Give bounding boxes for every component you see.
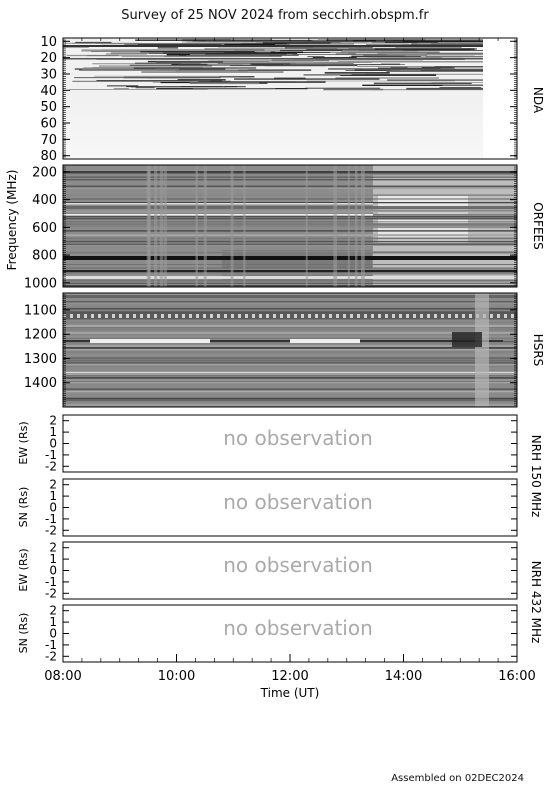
orfees-panel: 200 400 600 800 1000 ORFEES <box>24 164 545 291</box>
nrh-panel-3 <box>62 541 518 600</box>
nrh-y-tick-label: -2 <box>45 586 57 600</box>
nda-no-data-region <box>483 38 517 159</box>
y-tick-label: 20 <box>40 51 57 66</box>
nrh-432-label: NRH 432 MHz <box>529 561 543 644</box>
nrh-y-tick-label: 0 <box>49 627 57 641</box>
nrh-y-tick-label: -2 <box>45 649 57 663</box>
orfees-label: ORFEES <box>531 202 545 249</box>
y-tick-label: 800 <box>32 249 57 264</box>
hsrs-y-ticks: 1100 1200 1300 1400 <box>24 292 517 408</box>
x-tick-label: 12:00 <box>271 669 308 684</box>
nrh-y-tick-label: -1 <box>45 638 57 652</box>
x-tick-label: 16:00 <box>498 669 535 684</box>
nrh-ylabel-3: EW (Rs) <box>17 548 30 591</box>
nrh-panel-1 <box>62 414 518 473</box>
no-observation-text-2: no observation <box>223 490 373 514</box>
nrh-y-tick-label: 2 <box>49 478 57 492</box>
assembly-footer: Assembled on 02DEC2024 <box>391 773 524 784</box>
nrh-ylabel-4: SN (Rs) <box>17 613 30 654</box>
orfees-bright-burst <box>378 195 468 245</box>
nrh-y-tick-label: 1 <box>49 552 57 566</box>
no-observation-text-3: no observation <box>223 553 373 577</box>
y-tick-label: 1200 <box>24 328 57 343</box>
nrh-y-tick-label: 1 <box>49 425 57 439</box>
y-tick-label: 40 <box>40 84 57 99</box>
y-tick-label: 60 <box>40 117 57 132</box>
nrh-y-tick-label: 2 <box>49 541 57 555</box>
nrh-y-tick-label: -1 <box>45 575 57 589</box>
nrh-y-tick-label: -1 <box>45 448 57 462</box>
y-tick-label: 1000 <box>24 276 57 291</box>
y-tick-label: 80 <box>40 149 57 164</box>
nrh-y-tick-label: 2 <box>49 414 57 428</box>
y-tick-label: 1300 <box>24 352 57 367</box>
no-observation-text-1: no observation <box>223 426 373 450</box>
x-tick-label: 08:00 <box>44 669 81 684</box>
y-tick-label: 600 <box>32 221 57 236</box>
nrh-y-tick-label: 0 <box>49 564 57 578</box>
nrh-y-tick-label: 0 <box>49 437 57 451</box>
orfees-mid-block <box>222 250 372 280</box>
y-tick-label: 30 <box>40 67 57 82</box>
y-tick-label: 50 <box>40 100 57 115</box>
frequency-axis-label: Frequency (MHz) <box>5 170 19 271</box>
x-tick-label: 14:00 <box>385 669 422 684</box>
nrh-ylabel-2: SN (Rs) <box>17 487 30 528</box>
nrh-panels: no observation no observation no observa… <box>17 414 543 664</box>
nda-label: NDA <box>531 87 545 114</box>
no-observation-text-4: no observation <box>223 616 373 640</box>
nrh-y-tick-label: 1 <box>49 615 57 629</box>
orfees-y-ticks: 200 400 600 800 1000 <box>24 164 517 291</box>
nrh-y-tick-label: -2 <box>45 523 57 537</box>
nrh-y-tick-label: -2 <box>45 459 57 473</box>
hsrs-panel: 1100 1200 1300 1400 HSRS <box>24 292 545 408</box>
x-tick-label: 10:00 <box>158 669 195 684</box>
hsrs-spectrum <box>63 293 517 407</box>
time-axis: 08:00 10:00 12:00 14:00 16:00 <box>44 38 536 684</box>
y-tick-label: 200 <box>32 165 57 180</box>
nrh-ylabel-1: EW (Rs) <box>17 421 30 464</box>
nrh-panel-2 <box>62 478 518 537</box>
y-tick-label: 1400 <box>24 376 57 391</box>
nrh-150-label: NRH 150 MHz <box>529 435 543 518</box>
y-tick-label: 400 <box>32 193 57 208</box>
time-axis-label: Time (UT) <box>260 686 320 700</box>
hsrs-label: HSRS <box>531 334 545 367</box>
y-tick-label: 1100 <box>24 303 57 318</box>
y-tick-label: 10 <box>40 35 57 50</box>
nda-spectrum <box>63 39 483 159</box>
nrh-y-tick-label: 1 <box>49 489 57 503</box>
nrh-y-tick-label: 0 <box>49 501 57 515</box>
page-title: Survey of 25 NOV 2024 from secchirh.obsp… <box>121 8 429 23</box>
y-tick-label: 70 <box>40 133 57 148</box>
orfees-spectrum <box>63 165 517 287</box>
nrh-y-tick-label: -1 <box>45 512 57 526</box>
nrh-y-tick-label: 2 <box>49 604 57 618</box>
